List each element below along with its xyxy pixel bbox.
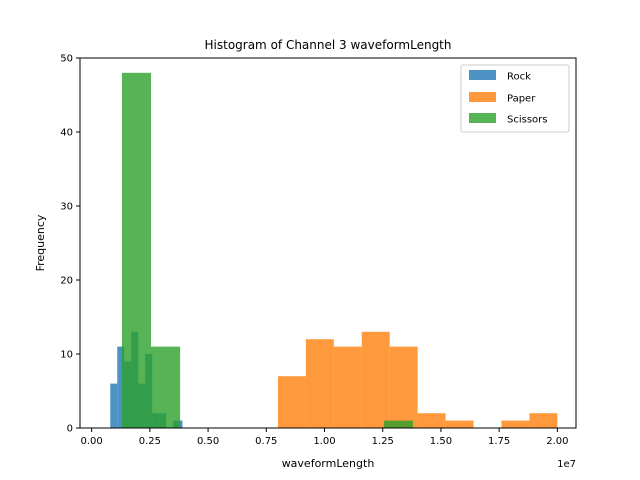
bar-paper-1 <box>305 339 334 428</box>
bar-scissors-1 <box>151 346 181 428</box>
bar-paper-4 <box>389 346 418 428</box>
y-axis: 0 10 20 30 40 50 <box>60 54 80 435</box>
x-axis-label: waveformLength <box>282 457 375 470</box>
legend-swatch-scissors <box>469 113 496 123</box>
x-tick-label: 1.50 <box>430 436 452 447</box>
x-tick-label: 0.25 <box>139 436 161 447</box>
bar-scissors-9 <box>383 420 413 428</box>
bars-layer <box>110 72 558 429</box>
x-axis: 0.00 0.25 0.50 0.75 1.00 1.25 1.50 1.75 2.00 <box>81 428 569 447</box>
chart-title: Histogram of Channel 3 waveformLength <box>205 38 452 52</box>
legend-label-paper: Paper <box>507 94 536 105</box>
bar-rock-0 <box>110 383 118 428</box>
y-tick-label: 20 <box>60 276 73 287</box>
y-tick-label: 10 <box>60 350 73 361</box>
x-tick-label: 0.00 <box>81 436 103 447</box>
legend-swatch-rock <box>469 70 496 80</box>
x-tick-label: 1.25 <box>372 436 394 447</box>
bar-rock-1 <box>117 346 125 428</box>
bar-paper-9 <box>529 413 558 428</box>
x-tick-label: 0.75 <box>255 436 277 447</box>
bar-paper-6 <box>445 420 474 428</box>
legend: Rock Paper Scissors <box>460 64 570 133</box>
x-tick-label: 2.00 <box>546 436 568 447</box>
bar-paper-5 <box>417 413 446 428</box>
bar-paper-2 <box>333 346 362 428</box>
bar-paper-0 <box>277 376 306 428</box>
legend-label-rock: Rock <box>507 72 531 83</box>
bar-paper-3 <box>361 331 390 428</box>
y-axis-label: Frequency <box>34 214 47 271</box>
x-tick-label: 0.50 <box>197 436 219 447</box>
x-axis-offset-label: 1e7 <box>557 459 576 470</box>
bar-scissors-0 <box>121 72 152 429</box>
y-tick-label: 0 <box>67 424 73 435</box>
legend-label-scissors: Scissors <box>507 115 547 126</box>
legend-swatch-paper <box>469 92 496 102</box>
y-tick-label: 50 <box>60 54 73 65</box>
x-tick-label: 1.75 <box>488 436 510 447</box>
bar-paper-8 <box>501 420 530 428</box>
y-tick-label: 30 <box>60 202 73 213</box>
plot-frame <box>79 57 577 429</box>
y-tick-label: 40 <box>60 128 73 139</box>
x-tick-label: 1.00 <box>313 436 335 447</box>
